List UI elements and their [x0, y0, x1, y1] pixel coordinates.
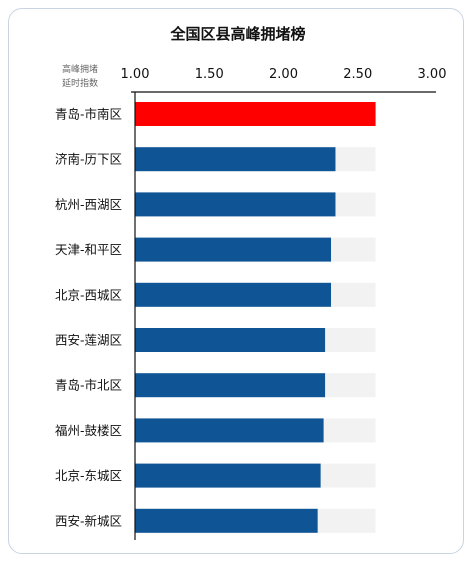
- axes: [131, 91, 436, 540]
- bars: [135, 102, 376, 533]
- category-label: 青岛-市南区: [55, 107, 122, 122]
- category-labels: 青岛-市南区济南-历下区杭州-西湖区天津-和平区北京-西城区西安-莲湖区青岛-市…: [55, 107, 122, 529]
- bar: [135, 237, 332, 262]
- bar: [135, 147, 336, 172]
- chart-frame: [8, 8, 464, 554]
- category-label: 北京-东城区: [55, 468, 122, 483]
- category-label: 济南-历下区: [55, 152, 122, 167]
- category-label: 西安-新城区: [55, 513, 122, 528]
- bar: [135, 102, 376, 126]
- chart-title: 全国区县高峰拥堵榜: [169, 25, 305, 43]
- x-tick-label: 3.00: [418, 67, 447, 82]
- category-label: 杭州-西湖区: [55, 197, 122, 212]
- bar: [135, 463, 321, 488]
- category-label: 天津-和平区: [55, 242, 122, 257]
- bar: [135, 418, 324, 443]
- bar: [135, 328, 326, 352]
- bar: [135, 373, 326, 398]
- x-tick-label: 2.00: [269, 67, 298, 82]
- category-label: 青岛-市北区: [55, 378, 122, 393]
- y-axis-label-line-1: 高峰拥堵: [62, 63, 98, 75]
- category-label: 福州-鼓楼区: [55, 423, 122, 438]
- bar: [135, 282, 332, 307]
- x-tick-label: 2.50: [343, 67, 372, 82]
- y-axis-label-line-2: 延时指数: [62, 77, 98, 89]
- bar: [135, 192, 336, 217]
- category-label: 北京-西城区: [55, 287, 122, 302]
- x-tick-label: 1.00: [121, 67, 150, 82]
- category-label: 西安-莲湖区: [55, 333, 122, 348]
- bar: [135, 508, 318, 533]
- x-tick-label: 1.50: [195, 67, 224, 82]
- x-axis-ticks: 1.00 1.50 2.00 2.50 3.00: [121, 67, 447, 82]
